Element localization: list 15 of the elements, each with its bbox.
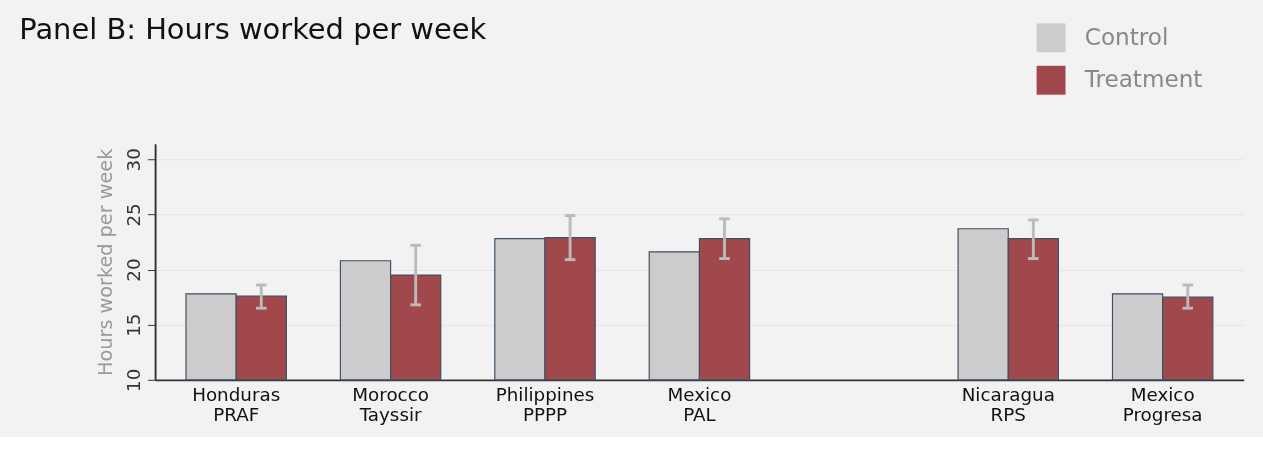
x-tick-label: Philippines PPPP xyxy=(495,383,595,425)
y-tick-label: 10 xyxy=(123,368,145,392)
x-tick-label: Honduras PRAF xyxy=(192,383,281,425)
legend-label: Control xyxy=(1084,23,1169,50)
x-tick-label: Mexico Progresa xyxy=(1122,383,1203,425)
y-tick-label: 30 xyxy=(123,148,145,172)
chart-title: Panel B: Hours worked per week xyxy=(19,11,487,46)
y-axis-title: Hours worked per week xyxy=(94,147,118,376)
y-tick-label: 15 xyxy=(123,313,145,337)
x-tick-label: Nicaragua RPS xyxy=(961,383,1055,425)
y-tick-label: 25 xyxy=(123,203,145,227)
x-tick-label: Mexico PAL xyxy=(667,383,732,425)
x-tick-label: Morocco Tayssir xyxy=(352,383,429,425)
legend-label: Treatment xyxy=(1083,66,1203,92)
y-tick-label: 20 xyxy=(123,258,145,282)
